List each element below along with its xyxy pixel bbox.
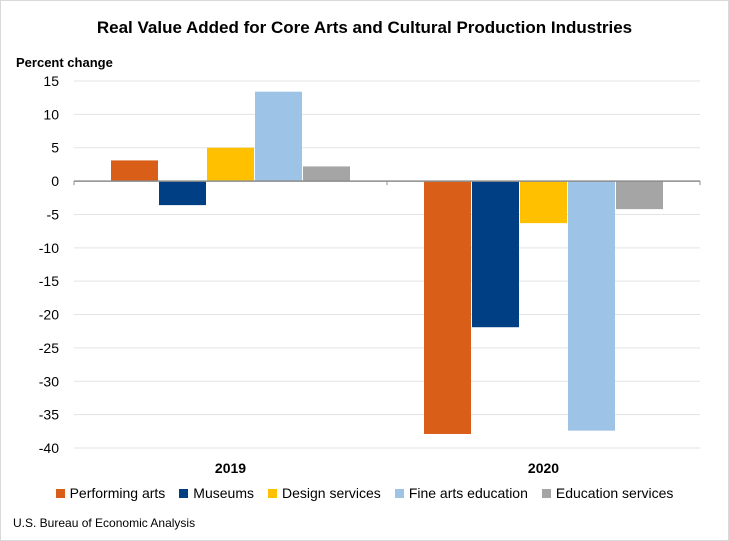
- y-tick-label: -10: [39, 240, 59, 256]
- legend-label: Performing arts: [69, 485, 166, 501]
- legend-swatch: [541, 488, 551, 498]
- y-tick-label: -5: [47, 206, 60, 222]
- bar-design-services-2019: [207, 147, 254, 182]
- y-tick-label: -15: [39, 273, 59, 289]
- bar-museums-2020: [472, 181, 519, 328]
- bar-fine-arts-education-2020: [568, 181, 615, 431]
- legend-swatch: [179, 488, 189, 498]
- legend-item: Education services: [541, 485, 674, 501]
- legend-item: Design services: [267, 485, 381, 501]
- y-tick-label: 5: [51, 140, 59, 156]
- bar-fine-arts-education-2019: [255, 91, 302, 182]
- legend-label: Design services: [281, 485, 381, 501]
- legend-label: Fine arts education: [408, 485, 528, 501]
- legend-item: Fine arts education: [394, 485, 528, 501]
- bar-performing-arts-2019: [111, 160, 158, 182]
- y-tick-label: -35: [39, 407, 59, 423]
- y-tick-label: 15: [43, 73, 59, 89]
- y-tick-label: -30: [39, 373, 59, 389]
- legend-label: Museums: [193, 485, 254, 501]
- bar-design-services-2020: [520, 181, 567, 224]
- legend-swatch: [394, 488, 404, 498]
- legend-item: Museums: [179, 485, 254, 501]
- bar-education-services-2020: [616, 181, 663, 210]
- bar-performing-arts-2020: [424, 181, 471, 434]
- legend-swatch: [267, 488, 277, 498]
- y-tick-label: -25: [39, 340, 59, 356]
- y-tick-label: 10: [43, 106, 59, 122]
- legend-item: Performing arts: [55, 485, 166, 501]
- x-tick-label: 2020: [528, 460, 559, 476]
- y-tick-label: -20: [39, 307, 59, 323]
- x-tick-label: 2019: [215, 460, 246, 476]
- y-axis-label: Percent change: [16, 55, 113, 70]
- y-tick-label: 0: [51, 173, 59, 189]
- bar-museums-2019: [159, 181, 206, 206]
- bar-education-services-2019: [303, 166, 350, 182]
- legend-label: Education services: [555, 485, 674, 501]
- source-note: U.S. Bureau of Economic Analysis: [13, 516, 196, 530]
- chart-title: Real Value Added for Core Arts and Cultu…: [96, 18, 633, 37]
- legend-swatch: [55, 488, 65, 498]
- y-tick-label: -40: [39, 440, 59, 456]
- legend: Performing arts Museums Design services Fin…: [1, 485, 728, 501]
